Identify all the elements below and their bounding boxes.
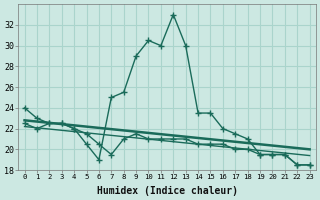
X-axis label: Humidex (Indice chaleur): Humidex (Indice chaleur) [97, 186, 237, 196]
